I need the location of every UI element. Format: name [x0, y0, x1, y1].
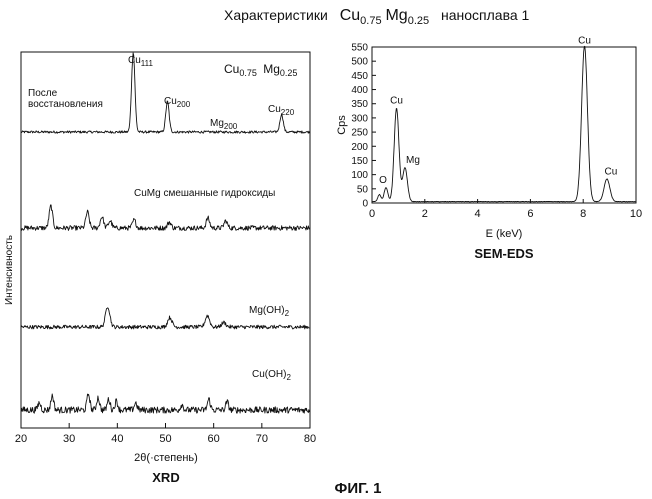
- xrd-x-tick-label: 40: [111, 433, 123, 445]
- xrd-peak-label-cu111-sub: 111: [141, 59, 154, 68]
- eds-y-tick-label: 0: [362, 199, 368, 210]
- xrd-x-tick-label: 80: [304, 433, 316, 445]
- xrd-x-axis-label: 2θ(·степень): [134, 452, 198, 464]
- eds-traces: [372, 46, 636, 202]
- xrd-composition-cu: Cu: [224, 62, 239, 76]
- eds-y-tick-label: 300: [351, 113, 368, 124]
- xrd-peak-label-mg200-base: Mg: [210, 118, 224, 129]
- xrd-peak-label-cu200: Cu200: [164, 96, 191, 109]
- eds-chart: 0246810050100150200250300350400450500550…: [336, 35, 642, 261]
- xrd-series-label-mgoh2-sub: 2: [285, 309, 290, 318]
- figure-title: Характеристики Cu0.75 Mg0.25 наносплава …: [224, 7, 530, 27]
- xrd-peak-label-cu220: Cu220: [268, 104, 295, 117]
- eds-series: [372, 46, 636, 202]
- figure-title-cu-sub: 0.75: [360, 15, 381, 27]
- xrd-composition-label: Cu0.75 Mg0.25: [224, 62, 297, 79]
- xrd-series-label-cuoh2-base: Cu(OH): [252, 369, 286, 380]
- figure-title-mg: Mg: [385, 7, 407, 24]
- eds-x-axis-label: E (keV): [486, 228, 523, 240]
- eds-peak-label: Mg: [406, 155, 420, 166]
- xrd-peak-label-cu220-base: Cu: [268, 104, 281, 115]
- xrd-composition-mg: Mg: [263, 62, 280, 76]
- xrd-series-label-reduced-line1: После: [28, 88, 58, 99]
- xrd-series-label-cuoh2-sub: 2: [286, 373, 291, 382]
- eds-x-tick-label: 10: [630, 208, 642, 220]
- eds-y-tick-label: 550: [351, 43, 368, 54]
- eds-x-tick-label: 6: [527, 208, 533, 220]
- xrd-x-ticks: 20 30 40 50 60 70 80: [15, 423, 316, 445]
- eds-x-tick-label: 8: [580, 208, 586, 220]
- xrd-peak-label-cu200-sub: 200: [177, 100, 191, 109]
- xrd-y-axis-label: Интенсивность: [4, 235, 15, 305]
- eds-y-tick-label: 350: [351, 99, 368, 110]
- xrd-peak-label-cu200-base: Cu: [164, 96, 177, 107]
- eds-x-tick-label: 0: [369, 208, 375, 220]
- xrd-series-label-cuoh2: Cu(OH)2: [252, 369, 291, 382]
- xrd-peak-label-cu111-base: Cu: [128, 55, 141, 66]
- eds-y-tick-label: 150: [351, 156, 368, 167]
- xrd-peak-label-mg200: Mg200: [210, 118, 238, 131]
- figure-title-mg-sub: 0.25: [408, 15, 429, 27]
- xrd-x-tick-label: 60: [208, 433, 220, 445]
- eds-y-tick-label: 200: [351, 142, 368, 153]
- xrd-series-label-mgoh2: Mg(OH)2: [249, 305, 290, 318]
- xrd-chart: 20304050607080 Cu0.75 Mg0.25 После восст…: [4, 52, 316, 485]
- eds-chart-title: SEM-EDS: [474, 246, 534, 261]
- eds-plot-frame: [372, 47, 636, 203]
- eds-y-tick-label: 500: [351, 57, 368, 68]
- eds-peak-label: Cu: [605, 166, 618, 177]
- eds-y-tick-label: 400: [351, 85, 368, 96]
- eds-peak-label: Cu: [578, 35, 591, 46]
- xrd-series-label-mgoh2-base: Mg(OH): [249, 305, 285, 316]
- eds-y-axis-label: Cps: [336, 115, 348, 135]
- xrd-peak-label-mg200-sub: 200: [224, 122, 238, 131]
- figure-title-cu: Cu: [340, 7, 360, 24]
- eds-y-tick-label: 450: [351, 71, 368, 82]
- xrd-series-2: [21, 205, 309, 231]
- xrd-series-4: [21, 394, 309, 413]
- xrd-x-tick-label: 70: [256, 433, 268, 445]
- xrd-series-label-reduced-line2: восстановления: [28, 99, 103, 110]
- xrd-composition-cu-sub: 0.75: [239, 68, 257, 78]
- eds-x-tick-label: 4: [475, 208, 481, 220]
- xrd-x-tick-label: 30: [63, 433, 75, 445]
- figure-title-suffix: наносплава 1: [441, 7, 530, 23]
- figure-caption: ФИГ. 1: [335, 480, 382, 497]
- xrd-x-tick-label: 20: [15, 433, 27, 445]
- xrd-x-tick-label: 50: [159, 433, 171, 445]
- xrd-series-label-mixed: CuMg смешанные гидроксиды: [134, 188, 275, 199]
- eds-y-tick-label: 50: [357, 184, 369, 195]
- xrd-composition-mg-sub: 0.25: [280, 68, 298, 78]
- eds-x-tick-label: 2: [422, 208, 428, 220]
- xrd-peak-label-cu220-sub: 220: [281, 108, 295, 117]
- eds-peak-label: Cu: [390, 95, 403, 106]
- eds-y-tick-label: 100: [351, 170, 368, 181]
- figure-title-prefix: Характеристики: [224, 7, 328, 23]
- xrd-chart-title: XRD: [152, 470, 179, 485]
- eds-peak-label: O: [379, 175, 387, 186]
- eds-y-tick-label: 250: [351, 128, 368, 139]
